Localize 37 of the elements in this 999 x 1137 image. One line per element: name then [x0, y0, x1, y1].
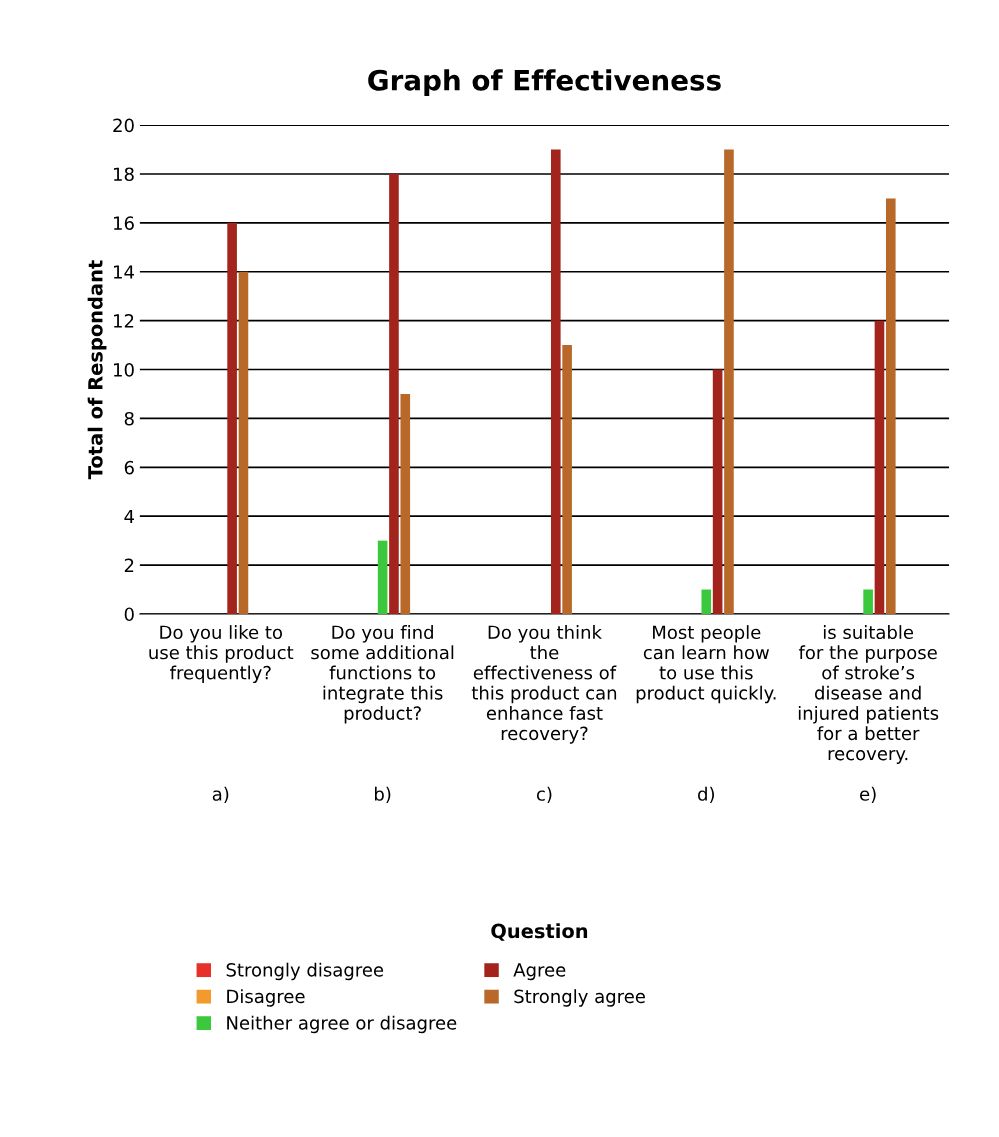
y-tick-label: 16	[114, 216, 134, 230]
y-tick-label: 2	[124, 558, 134, 572]
bar	[712, 369, 723, 614]
bar	[550, 149, 561, 614]
legend-label: Neither agree or disagree	[227, 1015, 457, 1034]
category-label: Most people can learn how to use this product quickly. d)	[636, 625, 776, 803]
bar	[701, 589, 712, 614]
chart-title: Graph of Effectiveness	[368, 69, 721, 97]
bar	[863, 589, 873, 614]
bar	[562, 345, 572, 614]
category-label: Do you think the effectiveness of this product can enhance fast recovery? c)	[471, 625, 617, 803]
text: Question	[491, 923, 588, 941]
bar	[400, 393, 411, 614]
y-tick-label: 12	[114, 314, 134, 328]
bar	[238, 271, 249, 614]
legend-label: Disagree	[227, 989, 305, 1007]
bar	[724, 149, 734, 614]
category-label: Do you like to use this product frequently? a)	[149, 625, 294, 803]
y-tick-label: 0	[124, 607, 134, 622]
bar	[389, 173, 399, 614]
category-label: Do you find some additional functions to integrate this product? b)	[311, 625, 454, 803]
bar	[885, 198, 896, 614]
y-tick-label: 14	[114, 265, 134, 279]
y-tick-label: 20	[113, 118, 134, 133]
bar	[874, 320, 885, 614]
y-tick-label: 4	[124, 509, 134, 524]
bar	[377, 540, 388, 614]
legend-label: Strongly disagree	[226, 962, 384, 981]
y-axis-title: Total of Respondant	[87, 260, 107, 480]
y-tick-label: 18	[114, 167, 134, 182]
y-tick-label: 6	[124, 460, 134, 475]
legend-label: Agree	[513, 963, 566, 981]
y-tick-label: 8	[124, 411, 134, 426]
legend-label: Strongly agree	[514, 989, 645, 1007]
y-tick-label: 10	[114, 362, 134, 377]
bar	[227, 222, 237, 614]
category-label: is suitable for the purpose of stroke’s disease and injured patients for a better recovery. e)	[798, 625, 939, 803]
